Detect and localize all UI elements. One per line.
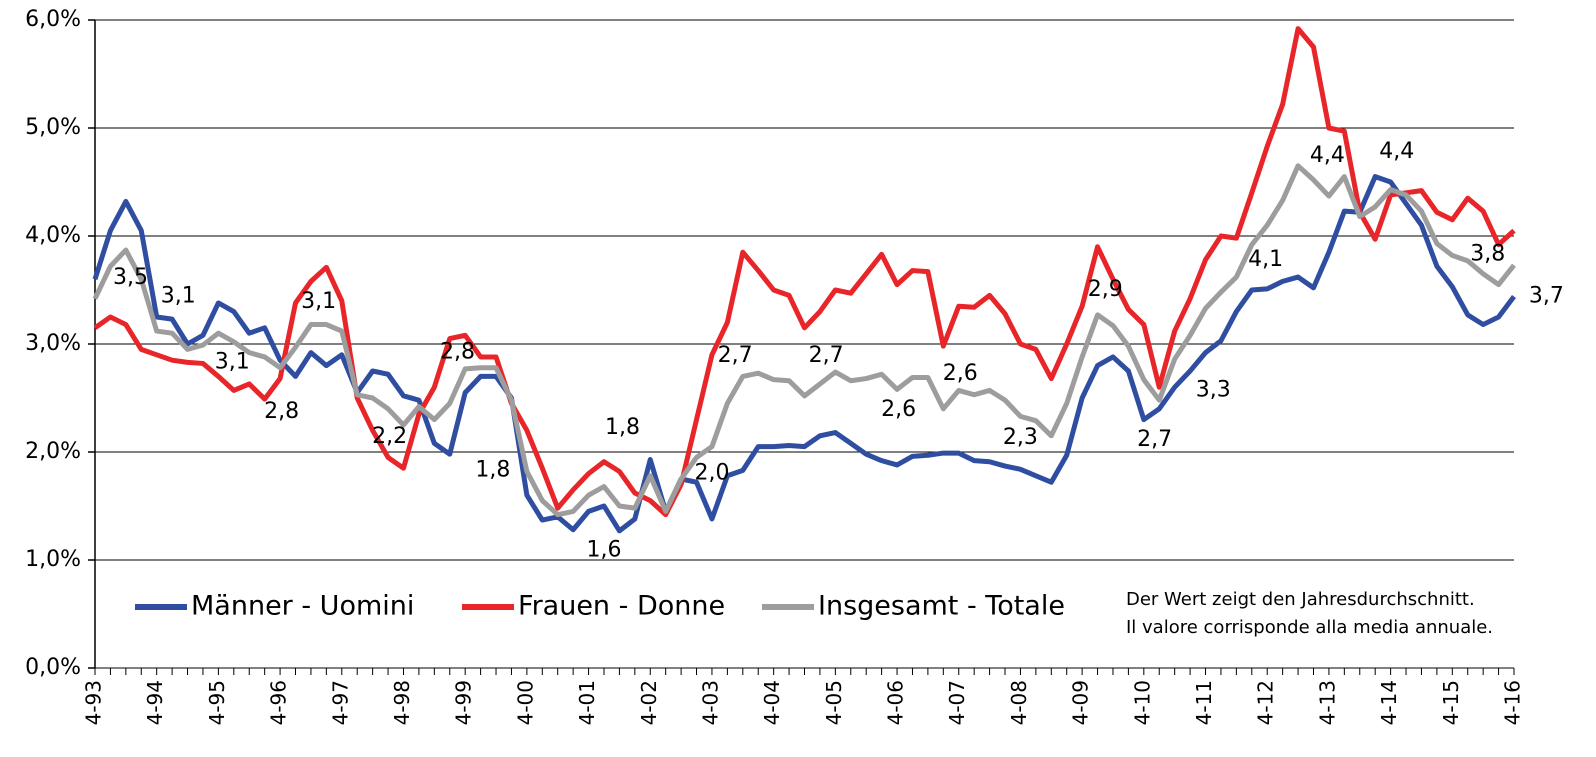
annotation: 4,1 [1248, 247, 1283, 272]
y-tick-label: 0,0% [25, 655, 81, 680]
series-line [92, 163, 1516, 518]
annotation: 3,8 [1470, 241, 1505, 266]
annotation: 2,7 [1137, 427, 1172, 452]
x-tick-label: 4-09 [1069, 680, 1093, 725]
legend-label: Frauen - Donne [518, 591, 725, 622]
x-tick-label: 4-08 [1007, 680, 1031, 725]
annotation: 4,4 [1379, 139, 1414, 164]
annotation: 3,1 [301, 289, 336, 314]
x-tick-label: 4-00 [513, 680, 537, 725]
y-tick-label: 4,0% [25, 223, 81, 248]
y-tick-label: 1,0% [25, 547, 81, 572]
legend-label: Insgesamt - Totale [818, 591, 1065, 622]
x-tick-label: 4-99 [452, 680, 476, 725]
y-tick-label: 5,0% [25, 115, 81, 140]
x-tick-label: 4-12 [1254, 680, 1278, 725]
x-tick-label: 4-13 [1315, 680, 1339, 725]
annotation: 3,5 [113, 265, 148, 290]
x-tick-label: 4-03 [698, 680, 722, 725]
annotation: 3,7 [1529, 283, 1564, 308]
annotation: 2,8 [264, 399, 299, 424]
annotation: 1,8 [605, 415, 640, 440]
x-tick-label: 4-01 [575, 680, 599, 725]
x-tick-label: 4-10 [1130, 680, 1154, 725]
series-line [93, 26, 1516, 518]
annotation: 2,6 [881, 397, 916, 422]
series-line [92, 174, 1516, 534]
x-tick-label: 4-97 [328, 680, 352, 725]
x-tick-label: 4-95 [205, 680, 229, 725]
annotation: 2,3 [1003, 425, 1038, 450]
annotation: 2,6 [943, 361, 978, 386]
annotation: 2,2 [372, 424, 407, 449]
y-tick-label: 2,0% [25, 439, 81, 464]
annotation: 3,3 [1196, 377, 1231, 402]
annotation: 4,4 [1310, 143, 1345, 168]
x-tick-label: 4-05 [822, 680, 846, 725]
x-tick-label: 4-11 [1192, 680, 1216, 725]
x-tick-label: 4-15 [1439, 680, 1463, 725]
legend-label: Männer - Uomini [191, 591, 414, 622]
annotation: 2,9 [1088, 277, 1123, 302]
x-tick-label: 4-14 [1377, 680, 1401, 725]
annotation: 1,8 [475, 457, 510, 482]
x-tick-label: 4-16 [1501, 680, 1525, 725]
annotation: 1,6 [586, 537, 621, 562]
x-tick-label: 4-98 [390, 680, 414, 725]
annotation: 3,1 [215, 349, 250, 374]
note: Il valore corrisponde alla media annuale… [1126, 617, 1493, 638]
x-tick-label: 4-02 [637, 680, 661, 725]
x-tick-label: 4-07 [945, 680, 969, 725]
x-tick-label: 4-94 [143, 680, 167, 725]
x-tick-label: 4-93 [82, 680, 106, 725]
x-tick-label: 4-04 [760, 680, 784, 725]
annotation: 2,7 [809, 343, 844, 368]
note: Der Wert zeigt den Jahresdurchschnitt. [1126, 589, 1475, 610]
y-tick-label: 3,0% [25, 331, 81, 356]
annotation: 2,8 [440, 340, 475, 365]
y-tick-label: 6,0% [25, 7, 81, 32]
x-tick-label: 4-06 [884, 680, 908, 725]
annotation: 2,7 [718, 343, 753, 368]
x-tick-label: 4-96 [267, 680, 291, 725]
annotation: 2,0 [694, 461, 729, 486]
annotation: 3,1 [161, 283, 196, 308]
